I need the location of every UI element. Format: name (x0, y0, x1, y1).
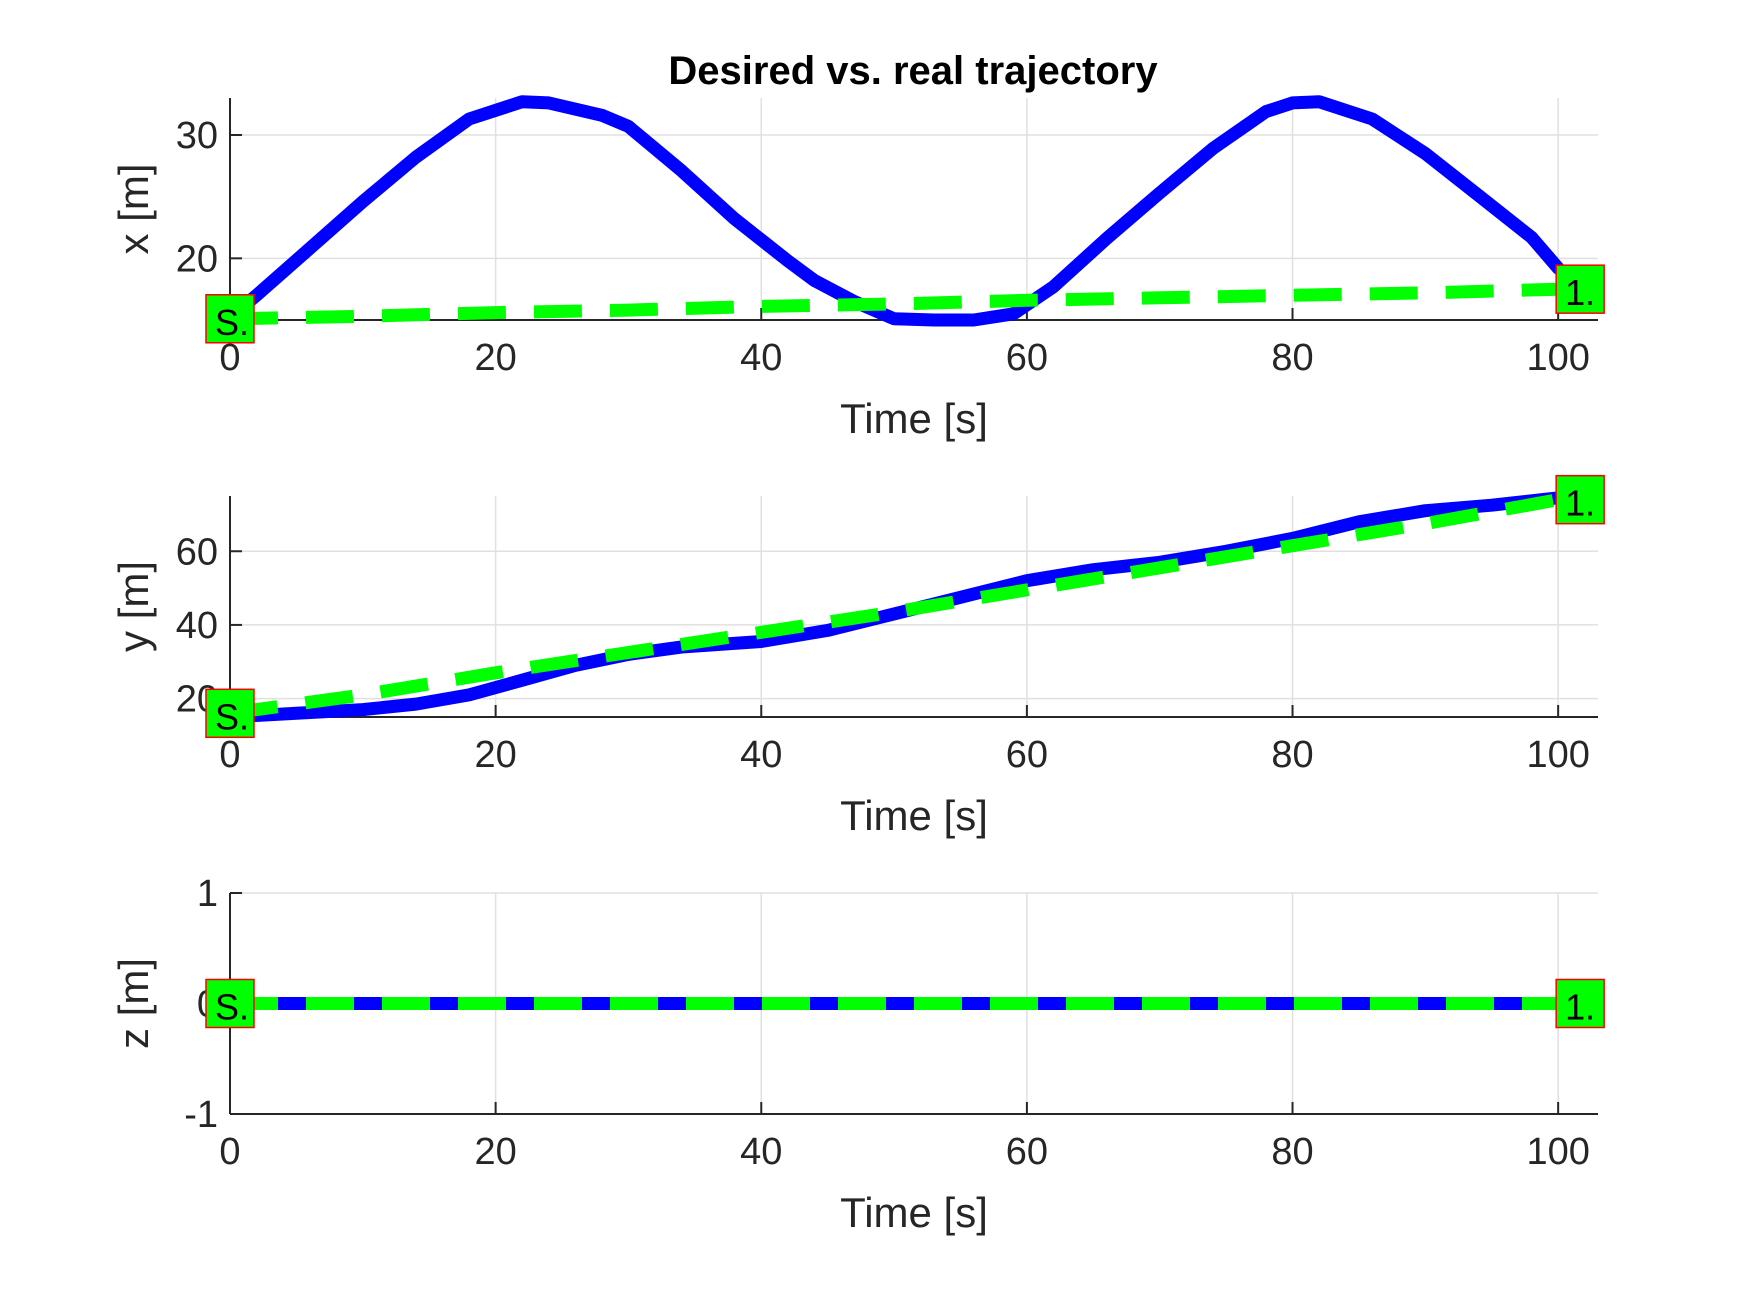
x-start-marker-label: S. (215, 302, 249, 343)
x-y-tick-label-0: 20 (176, 238, 218, 280)
z-start-marker-label: S. (215, 987, 249, 1028)
x-ylabel: x [m] (110, 164, 157, 255)
y-x-tick-label-2: 40 (740, 734, 782, 776)
z-ylabel: z [m] (110, 958, 157, 1049)
figure-title: Desired vs. real trajectory (668, 49, 1158, 93)
y-x-tick-label-0: 0 (219, 734, 240, 776)
y-x-tick-label-3: 60 (1006, 734, 1048, 776)
z-y-tick-label-0: -1 (184, 1094, 218, 1136)
y-y-tick-label-2: 60 (176, 531, 218, 573)
y-y-tick-label-1: 40 (176, 605, 218, 647)
y-x-tick-label-5: 100 (1526, 734, 1589, 776)
x-x-tick-label-2: 40 (740, 337, 782, 379)
z-x-tick-label-5: 100 (1526, 1131, 1589, 1173)
y-xlabel: Time [s] (840, 792, 988, 839)
subplot-x: 0 20 40 60 80 100 20 30 Time [s] x [m] S. 1. (110, 95, 1605, 442)
y-x-tick-label-1: 20 (474, 734, 516, 776)
z-x-tick-label-0: 0 (219, 1131, 240, 1173)
x-x-tick-label-1: 20 (474, 337, 516, 379)
z-x-tick-label-1: 20 (474, 1131, 516, 1173)
z-x-tick-label-2: 40 (740, 1131, 782, 1173)
z-end-marker (1555, 978, 1605, 1029)
x-x-tick-label-4: 80 (1271, 337, 1313, 379)
x-real-line (223, 95, 1565, 327)
z-y-tick-label-2: 1 (197, 873, 218, 915)
y-start-marker-label: S. (215, 696, 249, 737)
z-end-marker-label: 1. (1565, 987, 1595, 1028)
x-end-marker (1555, 264, 1605, 314)
y-ylabel: y [m] (110, 561, 157, 652)
x-y-tick-label-1: 30 (176, 115, 218, 157)
x-start-marker (205, 294, 255, 344)
y-x-tick-label-4: 80 (1271, 734, 1313, 776)
x-x-tick-label-0: 0 (219, 337, 240, 379)
x-desired-line (229, 282, 1559, 326)
x-xlabel: Time [s] (840, 395, 988, 442)
z-x-tick-label-3: 60 (1006, 1131, 1048, 1173)
y-start-marker (205, 688, 255, 739)
z-x-tick-label-4: 80 (1271, 1131, 1313, 1173)
y-end-marker (1555, 474, 1605, 525)
z-xlabel: Time [s] (840, 1189, 988, 1236)
x-end-marker-label: 1. (1565, 272, 1595, 313)
z-start-marker (205, 978, 255, 1029)
x-x-tick-label-3: 60 (1006, 337, 1048, 379)
x-x-tick-label-5: 100 (1526, 337, 1589, 379)
y-end-marker-label: 1. (1565, 483, 1595, 524)
